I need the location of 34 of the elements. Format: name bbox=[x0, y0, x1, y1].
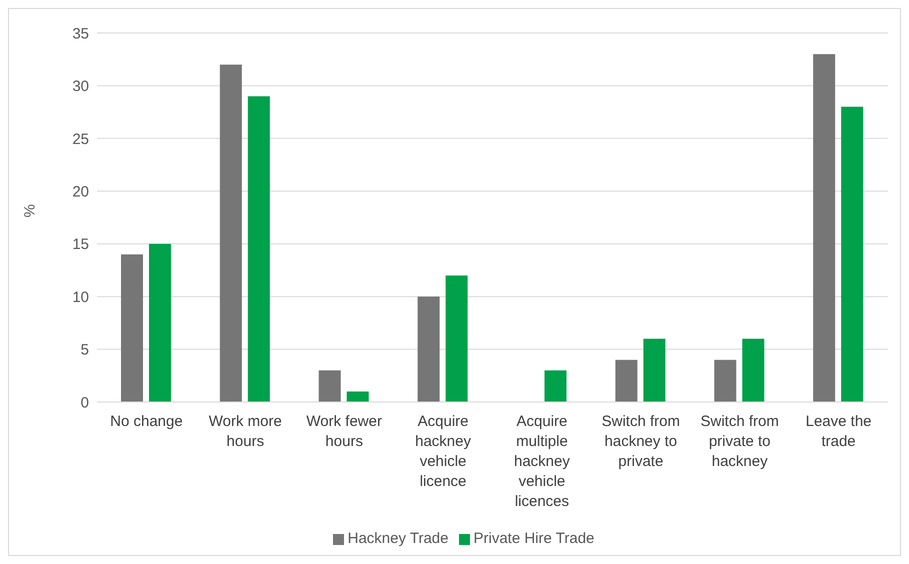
bar bbox=[318, 370, 341, 402]
x-tick-label: Switch from private to hackney bbox=[700, 413, 779, 470]
y-tick-label: 20 bbox=[72, 183, 89, 200]
x-tick-label: Work fewer hours bbox=[306, 413, 382, 450]
y-tick-label: 30 bbox=[72, 78, 89, 96]
bar bbox=[714, 360, 736, 402]
bar bbox=[615, 360, 638, 402]
bar bbox=[544, 370, 566, 402]
x-tick-label: Switch from hackney to private bbox=[602, 413, 680, 470]
y-tick-label: 25 bbox=[72, 130, 89, 148]
bar bbox=[841, 106, 864, 402]
bar bbox=[248, 96, 270, 402]
y-axis-title: % bbox=[21, 204, 38, 218]
bar bbox=[742, 338, 764, 402]
x-tick-label: Acquire hackney vehicle licence bbox=[415, 413, 472, 490]
bar bbox=[121, 254, 143, 402]
bar bbox=[643, 338, 666, 402]
x-tick-label: Leave the trade bbox=[806, 413, 872, 450]
bar bbox=[446, 275, 468, 402]
legend-label: Hackney Trade bbox=[348, 530, 448, 547]
y-tick-label: 10 bbox=[72, 288, 89, 306]
y-tick-label: 5 bbox=[80, 342, 89, 359]
bar bbox=[418, 296, 440, 402]
x-tick-label: Acquire multiple hackney vehicle licences bbox=[514, 413, 570, 510]
y-tick-label: 35 bbox=[72, 25, 89, 42]
bar bbox=[346, 391, 369, 402]
y-tick-label: 15 bbox=[72, 236, 89, 254]
bar bbox=[813, 54, 836, 402]
y-tick-label: 0 bbox=[80, 394, 89, 412]
x-tick-label: Work more hours bbox=[208, 413, 282, 450]
bar bbox=[149, 244, 171, 402]
legend-label: Private Hire Trade bbox=[474, 530, 594, 547]
bar bbox=[220, 64, 242, 402]
x-tick-label: No change bbox=[110, 413, 183, 430]
